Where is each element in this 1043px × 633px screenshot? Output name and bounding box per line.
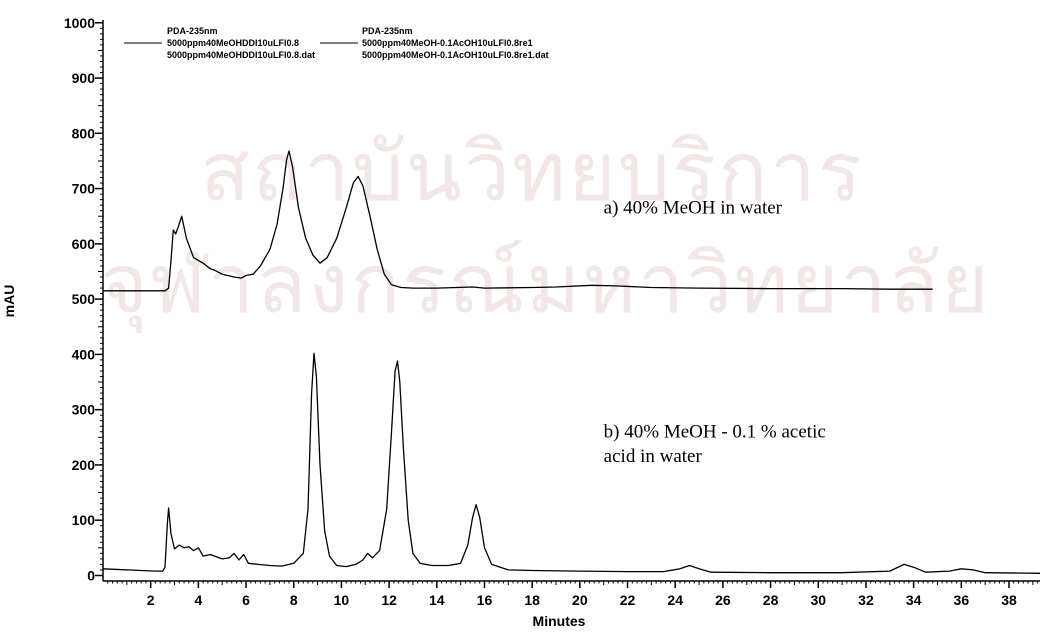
x-axis-title: Minutes xyxy=(533,613,586,629)
legend-entry-2-line-3: 5000ppm40MeOH-0.1AcOH10uLFl0.8re1.dat xyxy=(362,50,549,60)
annotation-1: a) 40% MeOH in water xyxy=(604,197,783,218)
y-tick-label: 900 xyxy=(72,70,96,86)
x-tick-label: 38 xyxy=(1001,592,1017,608)
x-tick-label: 20 xyxy=(572,592,588,608)
legend-entry-2-line-2: 5000ppm40MeOH-0.1AcOH10uLFl0.8re1 xyxy=(362,38,533,48)
watermark-line-2: จุฬาลงกรณ์มหาวิทยาลัย xyxy=(100,237,991,334)
y-tick-label: 400 xyxy=(72,346,96,362)
legend-entry-2: PDA-235nm 5000ppm40MeOH-0.1AcOH10uLFl0.8… xyxy=(320,26,549,60)
y-tick-label: 1000 xyxy=(64,15,95,31)
y-axis-title: mAU xyxy=(1,285,17,318)
x-tick-label: 24 xyxy=(667,592,683,608)
x-tick-label: 16 xyxy=(477,592,493,608)
y-tick-label: 700 xyxy=(72,181,96,197)
x-tick-label: 10 xyxy=(334,592,350,608)
series-line-2 xyxy=(102,352,1041,574)
plot-area: 2 4 6 8 10 12 14 16 18 20 22 24 26 28 30 32 34 36 38 01002… xyxy=(64,15,1041,608)
y-tick-label: 600 xyxy=(72,236,96,252)
x-tick-label: 8 xyxy=(290,592,298,608)
legend-entry-1-line-2: 5000ppm40MeOHDDI10uLFl0.8 xyxy=(167,38,299,48)
y-tick-label: 800 xyxy=(72,125,96,141)
series-line-1 xyxy=(103,150,933,292)
x-tick-label: 26 xyxy=(715,592,731,608)
x-tick-label: 28 xyxy=(763,592,779,608)
legend-entry-1: PDA-235nm 5000ppm40MeOHDDI10uLFl0.8 5000… xyxy=(124,26,315,60)
legend-entry-1-line-1: PDA-235nm xyxy=(167,26,218,36)
x-tick-label: 36 xyxy=(954,592,970,608)
y-tick-label: 500 xyxy=(72,291,96,307)
y-tick-label: 200 xyxy=(72,457,96,473)
legend-entry-1-line-3: 5000ppm40MeOHDDI10uLFl0.8.dat xyxy=(167,50,315,60)
x-tick-label: 14 xyxy=(429,592,445,608)
y-tick-label: 100 xyxy=(72,512,96,528)
x-tick-label: 12 xyxy=(381,592,397,608)
x-tick-label: 30 xyxy=(810,592,826,608)
series-group xyxy=(102,150,1041,574)
annotation-3: acid in water xyxy=(604,446,703,467)
x-tick-label: 2 xyxy=(147,592,155,608)
legend: PDA-235nm 5000ppm40MeOHDDI10uLFl0.8 5000… xyxy=(124,26,549,60)
x-ticks: 2 4 6 8 10 12 14 16 18 20 22 24 26 28 30 32 34 36 38 xyxy=(107,581,1039,608)
x-tick-label: 6 xyxy=(242,592,250,608)
y-tick-label: 0 xyxy=(87,567,95,583)
x-tick-label: 34 xyxy=(906,592,922,608)
x-tick-label: 32 xyxy=(858,592,874,608)
x-tick-label: 22 xyxy=(620,592,636,608)
annotation-2: b) 40% MeOH - 0.1 % acetic xyxy=(604,421,826,442)
annotations: a) 40% MeOH in water b) 40% MeOH - 0.1 % … xyxy=(604,197,826,467)
y-ticks: 0 100 200 300 400 500 600 700 800 900 1000 xyxy=(64,15,103,583)
y-tick-label: 300 xyxy=(72,402,96,418)
watermark: สถาบันวิทยบริการ จุฬาลงกรณ์มหาวิทยาลัย xyxy=(100,125,991,334)
x-tick-label: 18 xyxy=(524,592,540,608)
legend-entry-2-line-1: PDA-235nm xyxy=(362,26,413,36)
watermark-line-1: สถาบันวิทยบริการ xyxy=(200,125,864,220)
x-tick-label: 4 xyxy=(194,592,202,608)
